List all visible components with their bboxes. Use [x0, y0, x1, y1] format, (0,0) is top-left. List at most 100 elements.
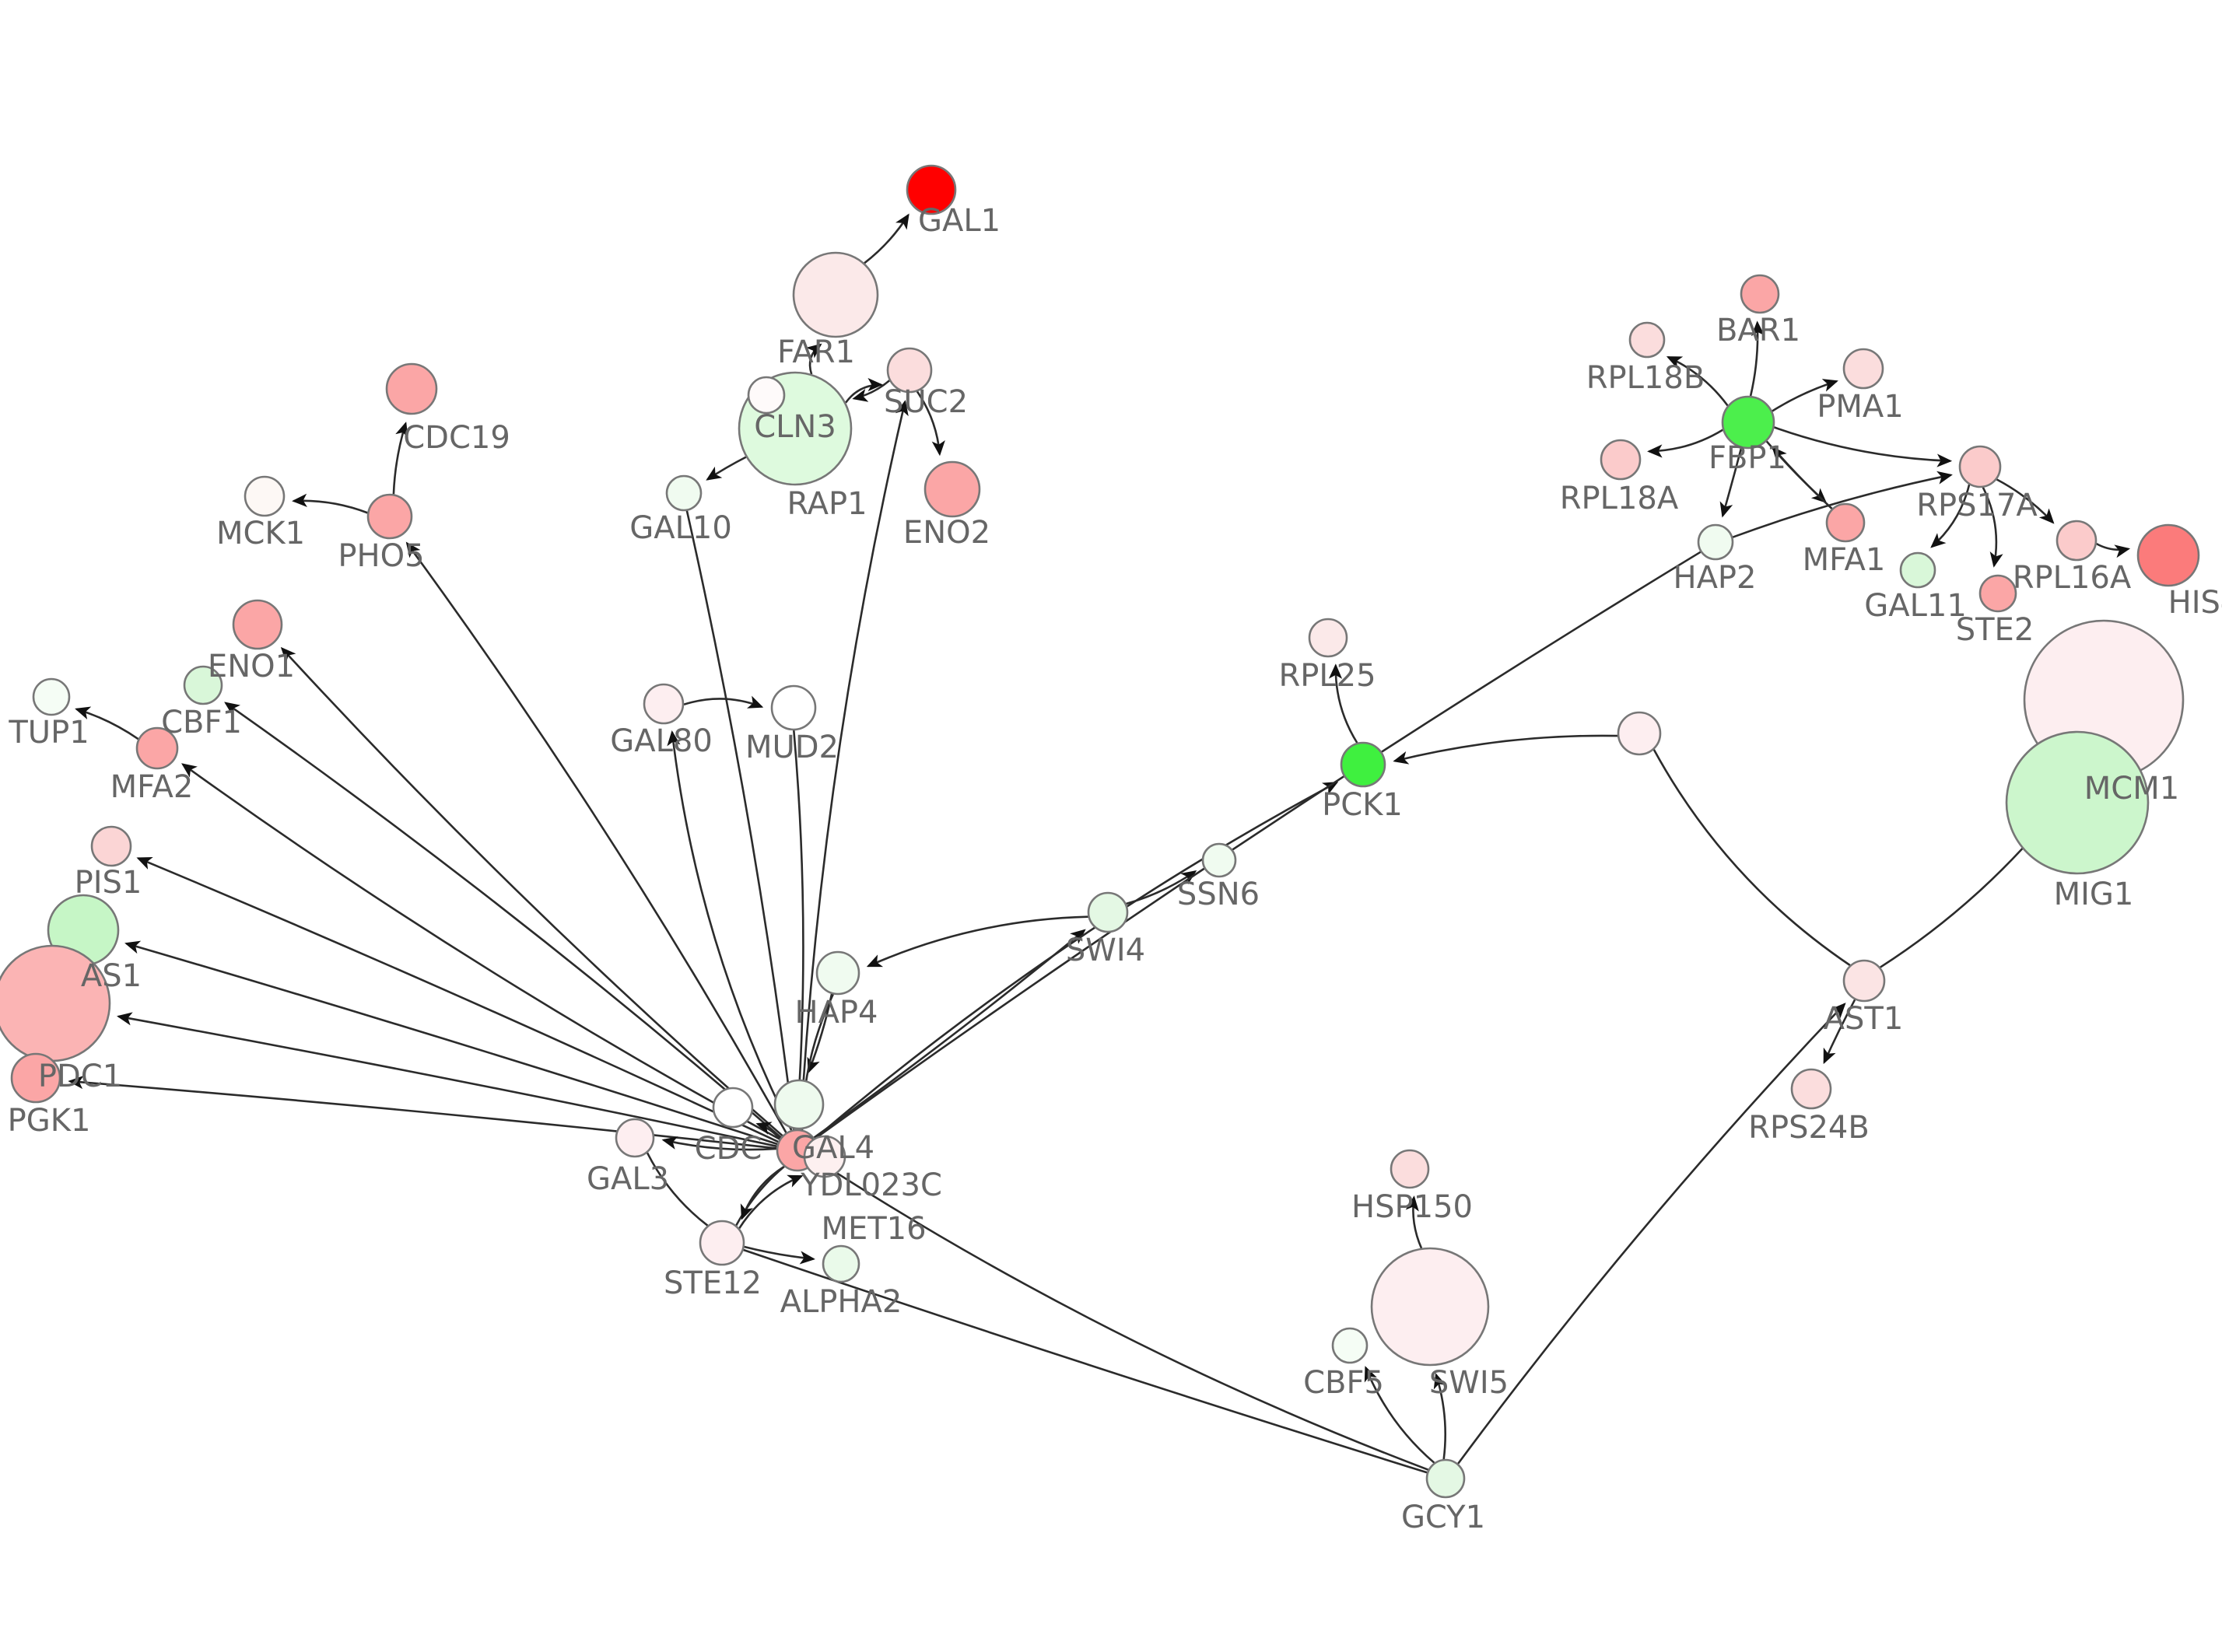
- node-label-fbp1: FBP1: [1709, 440, 1786, 476]
- node-fbp1[interactable]: [1721, 395, 1775, 450]
- node-cln3_inner[interactable]: [747, 376, 786, 415]
- node-mfa1[interactable]: [1825, 502, 1866, 543]
- node-pma1[interactable]: [1842, 348, 1884, 390]
- node-label-far1: FAR1: [777, 334, 855, 370]
- node-rps17a[interactable]: [1958, 445, 2002, 488]
- node-pho5[interactable]: [366, 493, 413, 540]
- node-label-gal80: GAL80: [610, 723, 713, 759]
- edge-layer: [68, 213, 2131, 1474]
- edge-fbp1-to-rpl18a: [1647, 429, 1724, 458]
- node-hsp150[interactable]: [1390, 1149, 1430, 1189]
- edge-gal4-to-cdc: [755, 1122, 781, 1139]
- node-label-hsp150: HSP150: [1351, 1189, 1473, 1225]
- node-hap2[interactable]: [1697, 523, 1734, 561]
- node-rpl18a[interactable]: [1600, 439, 1642, 481]
- node-swi4[interactable]: [1087, 891, 1129, 933]
- edge-ste12-to-gal3: [646, 1152, 709, 1227]
- node-swi5[interactable]: [1370, 1247, 1490, 1367]
- edge-gcy1-to-cbf5: [1364, 1366, 1435, 1464]
- node-cdc19[interactable]: [385, 362, 438, 415]
- node-label-hap4: HAP4: [794, 995, 878, 1031]
- node-ast1[interactable]: [1842, 959, 1886, 1003]
- node-label-mfa1: MFA1: [1803, 542, 1886, 578]
- node-gal4_green[interactable]: [773, 1079, 825, 1130]
- node-eno1[interactable]: [232, 599, 283, 650]
- edge-gal4-to-pdc1: [117, 1012, 777, 1148]
- edge-mig1-to-ast1: [1879, 848, 2024, 968]
- edge-gal4-to-eno1: [280, 646, 783, 1137]
- edge-hap2-to-gal4: [814, 551, 1702, 1140]
- node-label-gal3: GAL3: [587, 1161, 669, 1197]
- node-rpl18b[interactable]: [1628, 321, 1666, 359]
- node-label-tup1: TUP1: [8, 715, 89, 751]
- node-suc2[interactable]: [886, 347, 933, 394]
- edge-gcy1-to-swi5: [1433, 1373, 1447, 1460]
- node-alpha2[interactable]: [822, 1244, 860, 1283]
- edge-cln3-to-gal10: [706, 456, 747, 481]
- node-rps24b[interactable]: [1790, 1068, 1832, 1110]
- node-label-gal10: GAL10: [629, 510, 732, 546]
- edge-rps17a-to-gal11: [1930, 484, 1971, 548]
- node-mck1[interactable]: [244, 475, 286, 517]
- node-label-ssn6: SSN6: [1177, 877, 1260, 912]
- node-mid_pink[interactable]: [1617, 711, 1662, 756]
- node-cbf1[interactable]: [183, 665, 223, 705]
- node-hap4[interactable]: [815, 950, 860, 996]
- node-gcy1[interactable]: [1425, 1458, 1466, 1499]
- node-gal10[interactable]: [665, 474, 703, 512]
- node-pgk1[interactable]: [10, 1052, 61, 1104]
- node-cbf5[interactable]: [1331, 1327, 1369, 1364]
- node-label-swi5: SWI5: [1429, 1365, 1509, 1401]
- node-far1[interactable]: [792, 251, 879, 338]
- node-tup1[interactable]: [32, 677, 71, 716]
- node-label-alpha2: ALPHA2: [780, 1284, 902, 1320]
- node-ssn6[interactable]: [1201, 842, 1237, 878]
- node-label-eno2: ENO2: [903, 515, 990, 551]
- edge-rps17a-to-rpl16a: [1996, 478, 2055, 524]
- node-ydl023c[interactable]: [803, 1135, 846, 1178]
- node-pck1[interactable]: [1340, 741, 1386, 788]
- node-label-gal11: GAL11: [1864, 588, 1967, 624]
- edge-hap2-to-rps17a: [1732, 471, 1953, 538]
- node-label-pho5: PHO5: [338, 538, 424, 574]
- edge-gal4-to-gal80: [667, 730, 793, 1131]
- node-label-rps17a: RPS17A: [1916, 488, 2038, 523]
- node-gal11[interactable]: [1899, 551, 1936, 589]
- node-bar1[interactable]: [1740, 274, 1780, 314]
- edge-gal4-to-gal3: [661, 1136, 777, 1151]
- edge-gal4-to-suc2: [799, 400, 909, 1130]
- node-mud2[interactable]: [770, 684, 817, 731]
- edge-gal80-to-mud2: [683, 695, 764, 709]
- edge-pho5-to-cdc19: [392, 422, 408, 495]
- node-eno2[interactable]: [923, 460, 981, 518]
- edge-gal4-to-ste12: [740, 1165, 785, 1220]
- node-label-pma1: PMA1: [1817, 389, 1903, 425]
- edge-pho5-to-mck1: [292, 493, 368, 514]
- edge-gal4-to-cbf1: [224, 702, 782, 1139]
- edge-rpl16a-to-his4: [2096, 542, 2131, 558]
- node-label-mcm1: MCM1: [2084, 771, 2179, 807]
- node-ste12[interactable]: [699, 1220, 745, 1266]
- node-ste2[interactable]: [1978, 574, 2017, 613]
- edge-gal4-to-as1: [124, 940, 778, 1146]
- node-label-pdc1: PDC1: [38, 1059, 122, 1094]
- node-gal3[interactable]: [615, 1118, 655, 1158]
- node-rpl25[interactable]: [1308, 618, 1348, 658]
- node-cdc[interactable]: [712, 1087, 754, 1129]
- edge-fbp1-to-hap2: [1719, 447, 1743, 518]
- node-mig1[interactable]: [2005, 730, 2150, 875]
- node-pis1[interactable]: [90, 825, 132, 867]
- edge-ast1-to-mid_pink: [1652, 749, 1851, 967]
- node-his4[interactable]: [2136, 523, 2200, 587]
- edge-fbp1-to-bar1: [1749, 320, 1765, 397]
- node-label-cdc: CDC: [695, 1131, 762, 1167]
- node-mfa2[interactable]: [135, 726, 179, 770]
- node-label-ste2: STE2: [1956, 612, 2034, 648]
- node-gal1[interactable]: [906, 164, 957, 215]
- edge-far1-to-gal1: [864, 213, 909, 264]
- node-label-rpl25: RPL25: [1278, 658, 1376, 694]
- node-gal80[interactable]: [643, 683, 685, 725]
- node-rpl16a[interactable]: [2056, 520, 2098, 562]
- edge-gal4-to-pho5: [405, 541, 787, 1133]
